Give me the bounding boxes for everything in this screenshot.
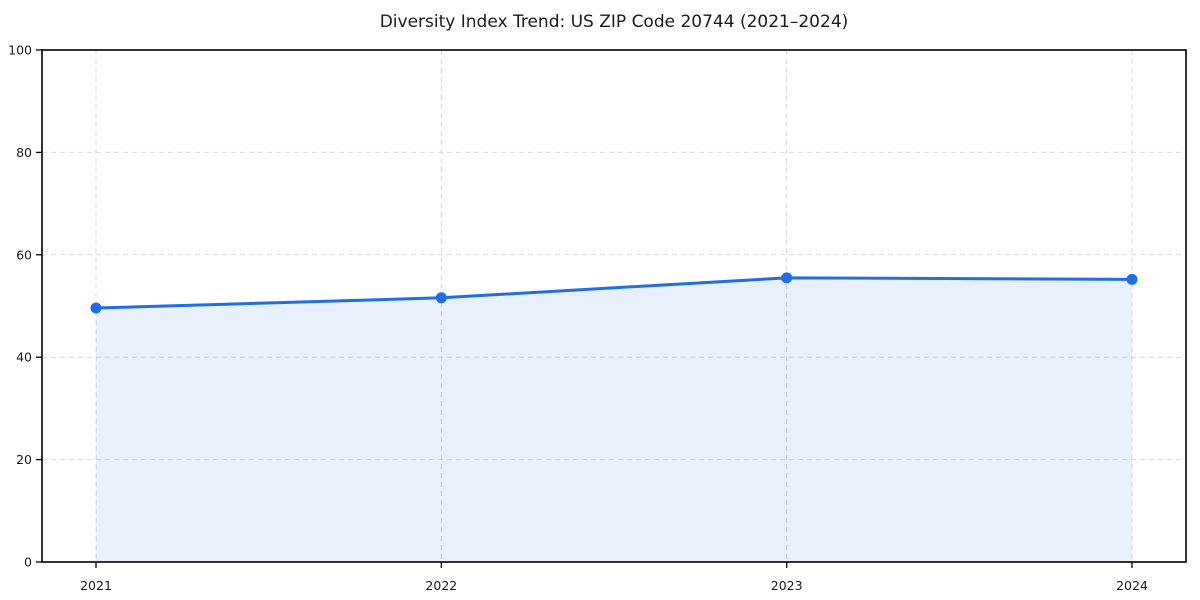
data-point-2022 bbox=[435, 292, 447, 304]
data-point-2021 bbox=[90, 302, 102, 314]
x-tick-label: 2022 bbox=[425, 578, 457, 593]
y-tick-label: 0 bbox=[24, 555, 32, 570]
y-tick-label: 60 bbox=[16, 247, 32, 262]
y-tick-label: 20 bbox=[16, 452, 32, 467]
chart-title: Diversity Index Trend: US ZIP Code 20744… bbox=[379, 12, 849, 32]
x-tick-label: 2024 bbox=[1116, 578, 1148, 593]
area-fill bbox=[96, 277, 1132, 562]
data-point-2024 bbox=[1126, 273, 1138, 285]
y-tick-label: 100 bbox=[8, 43, 32, 58]
y-tick-label: 80 bbox=[16, 145, 32, 160]
plot-frame bbox=[41, 49, 1187, 563]
y-tick-label: 40 bbox=[16, 350, 32, 365]
data-point-2023 bbox=[781, 272, 793, 284]
x-tick-label: 2023 bbox=[771, 578, 803, 593]
x-tick-label: 2021 bbox=[80, 578, 112, 593]
trend-line bbox=[94, 276, 1134, 310]
